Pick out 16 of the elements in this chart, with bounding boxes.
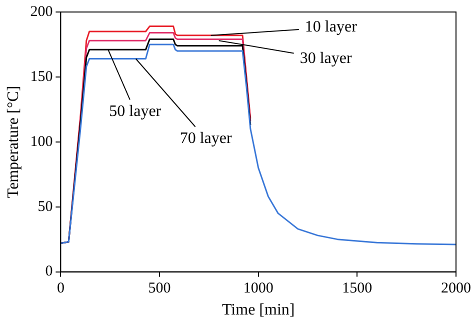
annotation: 50 layer <box>109 102 162 120</box>
y-tick-label: 150 <box>30 68 53 85</box>
x-tick-label: 1000 <box>243 280 274 297</box>
annotation: 10 layer <box>304 18 358 36</box>
annotation: 30 layer <box>300 50 352 67</box>
y-tick-label: 50 <box>38 198 53 215</box>
x-tick-label: 1500 <box>342 280 372 297</box>
y-tick-label: 200 <box>30 4 53 20</box>
y-tick-label: 0 <box>45 264 53 280</box>
y-tick-label: 100 <box>30 134 53 150</box>
annotation: 70 layer <box>180 130 232 147</box>
x-axis-title: Time [min] <box>222 302 295 319</box>
x-tick-label: 500 <box>148 280 171 297</box>
x-tick-label: 2000 <box>441 280 471 297</box>
x-tick-label: 0 <box>56 280 64 297</box>
y-axis-title: Temperature [°C] <box>4 86 22 198</box>
